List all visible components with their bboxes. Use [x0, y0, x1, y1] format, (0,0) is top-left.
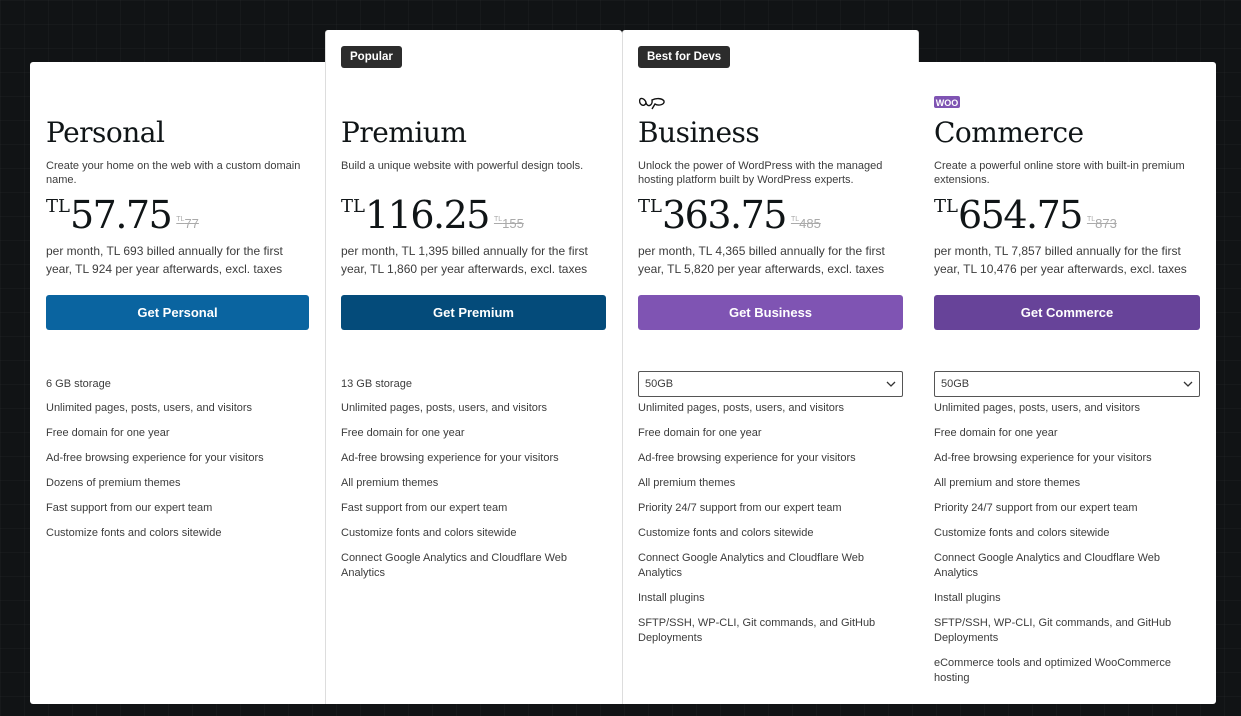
original-price: TL155 [494, 216, 524, 231]
feature-item: Dozens of premium themes [46, 477, 181, 489]
storage-select[interactable]: 50GB [638, 371, 903, 397]
plan-card-business: Best for Devs Business Unlock the power o… [622, 30, 919, 704]
feature-item: Priority 24/7 support from our expert te… [934, 502, 1138, 514]
original-currency: TL [493, 216, 503, 223]
chevron-down-icon [886, 381, 896, 387]
feature-item: Free domain for one year [341, 427, 465, 439]
feature-item: Customize fonts and colors sitewide [46, 527, 222, 539]
feature-item: All premium themes [638, 477, 736, 489]
feature-item: Fast support from our expert team [46, 502, 213, 514]
plan-price: TL 57.75 TL77 [46, 192, 199, 238]
storage-label: 13 GB storage [341, 378, 412, 390]
price-amount: 57.75 [69, 193, 173, 237]
feature-item: SFTP/SSH, WP-CLI, Git commands, and GitH… [638, 617, 876, 644]
plan-card-personal: Personal Create your home on the web wit… [30, 30, 325, 704]
get-personal-button[interactable]: Get Personal [46, 295, 309, 330]
billing-info: per month, TL 7,857 billed annually for … [934, 244, 1187, 276]
plan-title: Commerce [934, 116, 1084, 149]
original-amount: 155 [502, 216, 524, 231]
feature-item: Connect Google Analytics and Cloudflare … [341, 552, 568, 579]
original-amount: 77 [184, 216, 199, 231]
plan-badge: Popular [341, 46, 402, 68]
plan-card-commerce: WOO Commerce Create a powerful online sto… [918, 30, 1216, 704]
feature-item: Install plugins [638, 592, 705, 604]
feature-item: Customize fonts and colors sitewide [934, 527, 1110, 539]
feature-item: Customize fonts and colors sitewide [638, 527, 814, 539]
feature-list: 50GB Unlimited pages, posts, users, and v… [934, 371, 1200, 696]
storage-select-value: 50GB [941, 378, 970, 390]
original-price: TL485 [791, 216, 821, 231]
feature-item: Priority 24/7 support from our expert te… [638, 502, 842, 514]
feature-item: Ad-free browsing experience for your vis… [341, 452, 559, 464]
original-currency: TL [790, 216, 800, 223]
currency: TL [46, 196, 70, 217]
original-price: TL77 [176, 216, 199, 231]
get-premium-button[interactable]: Get Premium [341, 295, 606, 330]
get-commerce-button[interactable]: Get Commerce [934, 295, 1200, 330]
feature-item: Unlimited pages, posts, users, and visit… [638, 402, 845, 414]
storage-select[interactable]: 50GB [934, 371, 1200, 397]
woo-logo-icon: WOO [934, 96, 960, 108]
plan-description: Create a powerful online store with buil… [934, 160, 1185, 186]
feature-item: Unlimited pages, posts, users, and visit… [341, 402, 548, 414]
plan-badge: Best for Devs [638, 46, 731, 68]
original-currency: TL [1086, 216, 1096, 223]
get-business-button[interactable]: Get Business [638, 295, 903, 330]
plan-price: TL 363.75 TL485 [638, 192, 821, 238]
original-amount: 485 [799, 216, 821, 231]
wp-cloud-icon [638, 97, 665, 110]
plan-description: Build a unique website with powerful des… [341, 160, 584, 172]
feature-item: Free domain for one year [46, 427, 170, 439]
original-currency: TL [176, 216, 185, 223]
billing-info: per month, TL 1,395 billed annually for … [341, 244, 588, 276]
plan-description: Unlock the power of WordPress with the m… [638, 160, 883, 186]
storage-label: 6 GB storage [46, 378, 111, 390]
plan-price: TL 116.25 TL155 [341, 192, 524, 238]
chevron-down-icon [1183, 381, 1193, 387]
currency: TL [638, 196, 662, 217]
original-price: TL873 [1087, 216, 1117, 231]
feature-list: 6 GB storage Unlimited pages, posts, user… [46, 376, 309, 551]
feature-item: Ad-free browsing experience for your vis… [638, 452, 856, 464]
plan-title: Premium [341, 116, 467, 149]
feature-item: Free domain for one year [934, 427, 1058, 439]
feature-list: 50GB Unlimited pages, posts, users, and v… [638, 371, 903, 656]
feature-list: 13 GB storage Unlimited pages, posts, use… [341, 376, 606, 591]
feature-item: Fast support from our expert team [341, 502, 508, 514]
feature-item: All premium and store themes [934, 477, 1081, 489]
price-amount: 363.75 [661, 193, 787, 237]
feature-item: SFTP/SSH, WP-CLI, Git commands, and GitH… [934, 617, 1172, 644]
feature-item: eCommerce tools and optimized WooCommerc… [934, 657, 1171, 684]
feature-item: Install plugins [934, 592, 1001, 604]
price-amount: 116.25 [364, 193, 490, 237]
original-amount: 873 [1095, 216, 1117, 231]
feature-item: Customize fonts and colors sitewide [341, 527, 517, 539]
plan-title: Business [638, 116, 760, 149]
currency: TL [341, 196, 365, 217]
billing-info: per month, TL 693 billed annually for th… [46, 244, 283, 276]
feature-item: Ad-free browsing experience for your vis… [934, 452, 1152, 464]
plan-price: TL 654.75 TL873 [934, 192, 1117, 238]
svg-text:WOO: WOO [936, 98, 959, 108]
plan-card-premium: Popular Premium Build a unique website wi… [325, 30, 622, 704]
plan-description: Create your home on the web with a custo… [46, 160, 301, 186]
storage-select-value: 50GB [645, 378, 674, 390]
feature-item: Unlimited pages, posts, users, and visit… [934, 402, 1141, 414]
plan-title: Personal [46, 116, 165, 149]
feature-item: Ad-free browsing experience for your vis… [46, 452, 264, 464]
currency: TL [934, 196, 958, 217]
billing-info: per month, TL 4,365 billed annually for … [638, 244, 885, 276]
feature-item: All premium themes [341, 477, 439, 489]
feature-item: Connect Google Analytics and Cloudflare … [638, 552, 865, 579]
feature-item: Free domain for one year [638, 427, 762, 439]
price-amount: 654.75 [957, 193, 1083, 237]
feature-item: Unlimited pages, posts, users, and visit… [46, 402, 253, 414]
feature-item: Connect Google Analytics and Cloudflare … [934, 552, 1161, 579]
